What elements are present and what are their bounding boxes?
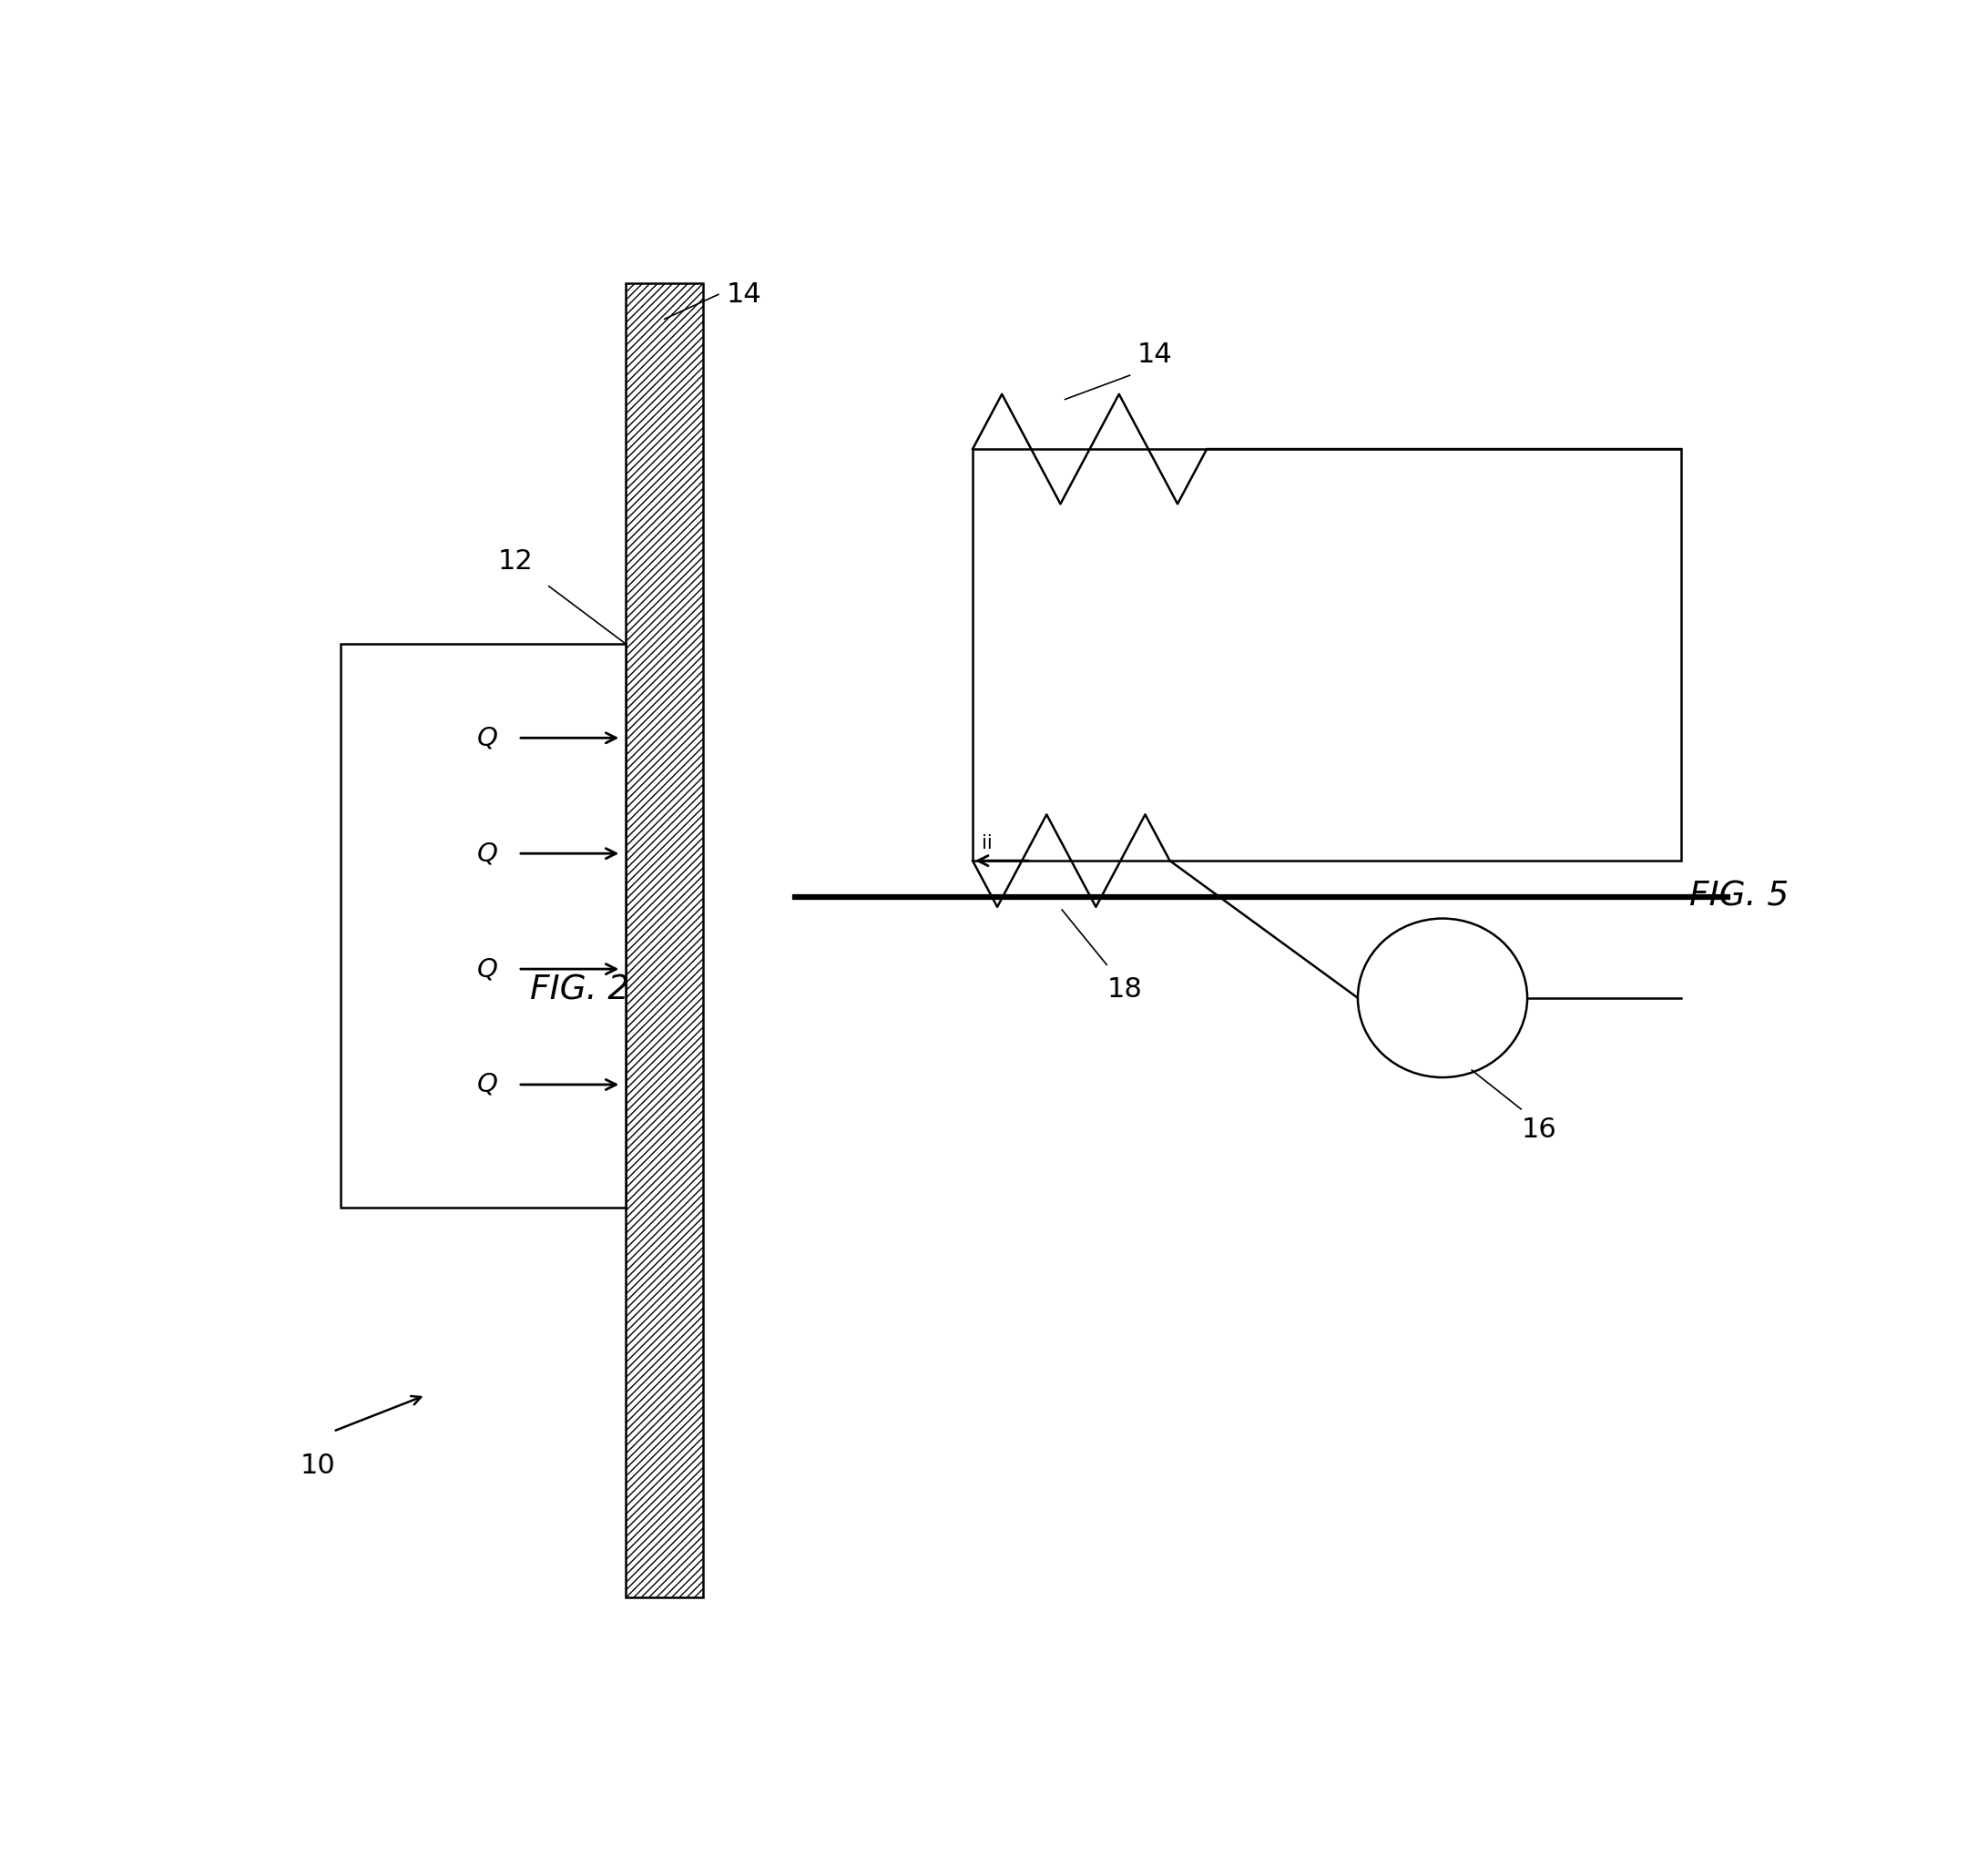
Text: $Q$: $Q$ (477, 840, 499, 867)
Bar (972, 448, 1682, 861)
Text: 10: 10 (300, 1452, 336, 1480)
Text: 12: 12 (499, 548, 533, 574)
Text: 14: 14 (1137, 341, 1173, 368)
Bar (626, 283, 704, 1598)
Text: $Q$: $Q$ (477, 1071, 499, 1097)
Circle shape (1358, 919, 1527, 1077)
Text: ii: ii (982, 833, 992, 852)
Text: FIG. 5: FIG. 5 (1690, 880, 1789, 914)
Text: FIG. 2: FIG. 2 (531, 974, 630, 1007)
Bar (342, 643, 626, 1208)
Text: 14: 14 (726, 281, 761, 308)
Text: $Q$: $Q$ (477, 957, 499, 981)
Text: 18: 18 (1107, 976, 1141, 1002)
Text: 16: 16 (1521, 1116, 1557, 1142)
Text: $Q$: $Q$ (477, 726, 499, 750)
